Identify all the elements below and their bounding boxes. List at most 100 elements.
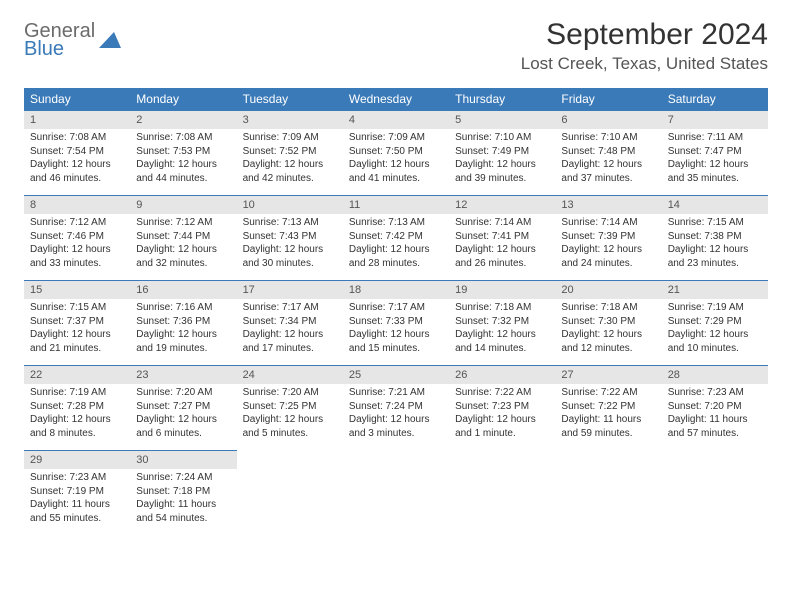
sunset-text: Sunset: 7:32 PM xyxy=(455,315,549,329)
day-number-cell: 28 xyxy=(662,366,768,385)
day-info-cell: Sunrise: 7:12 AMSunset: 7:46 PMDaylight:… xyxy=(24,214,130,281)
logo-text-block: General Blue xyxy=(24,22,95,58)
daylight-text: Daylight: 12 hours and 44 minutes. xyxy=(136,158,230,185)
sunrise-text: Sunrise: 7:12 AM xyxy=(30,216,124,230)
daylight-text: Daylight: 12 hours and 35 minutes. xyxy=(668,158,762,185)
day-info-cell: Sunrise: 7:10 AMSunset: 7:48 PMDaylight:… xyxy=(555,129,661,196)
daylight-text: Daylight: 12 hours and 12 minutes. xyxy=(561,328,655,355)
day-info-cell: Sunrise: 7:19 AMSunset: 7:29 PMDaylight:… xyxy=(662,299,768,366)
sunrise-text: Sunrise: 7:18 AM xyxy=(455,301,549,315)
day-info-cell: Sunrise: 7:17 AMSunset: 7:33 PMDaylight:… xyxy=(343,299,449,366)
sunset-text: Sunset: 7:54 PM xyxy=(30,145,124,159)
daylight-text: Daylight: 12 hours and 24 minutes. xyxy=(561,243,655,270)
sunrise-text: Sunrise: 7:08 AM xyxy=(136,131,230,145)
sunrise-text: Sunrise: 7:21 AM xyxy=(349,386,443,400)
day-info-cell: Sunrise: 7:21 AMSunset: 7:24 PMDaylight:… xyxy=(343,384,449,451)
sunrise-text: Sunrise: 7:16 AM xyxy=(136,301,230,315)
day-info-cell: Sunrise: 7:23 AMSunset: 7:20 PMDaylight:… xyxy=(662,384,768,451)
sunset-text: Sunset: 7:52 PM xyxy=(243,145,337,159)
sunset-text: Sunset: 7:27 PM xyxy=(136,400,230,414)
daylight-text: Daylight: 11 hours and 59 minutes. xyxy=(561,413,655,440)
sunrise-text: Sunrise: 7:17 AM xyxy=(349,301,443,315)
sunrise-text: Sunrise: 7:17 AM xyxy=(243,301,337,315)
day-info-cell: Sunrise: 7:09 AMSunset: 7:52 PMDaylight:… xyxy=(237,129,343,196)
daylight-text: Daylight: 12 hours and 15 minutes. xyxy=(349,328,443,355)
sunrise-text: Sunrise: 7:19 AM xyxy=(30,386,124,400)
day-number-cell: 8 xyxy=(24,196,130,215)
week-info-row: Sunrise: 7:23 AMSunset: 7:19 PMDaylight:… xyxy=(24,469,768,535)
sunset-text: Sunset: 7:46 PM xyxy=(30,230,124,244)
day-info-cell: Sunrise: 7:11 AMSunset: 7:47 PMDaylight:… xyxy=(662,129,768,196)
day-info-cell: Sunrise: 7:14 AMSunset: 7:41 PMDaylight:… xyxy=(449,214,555,281)
logo-triangle-icon xyxy=(99,32,121,48)
header: General Blue September 2024 Lost Creek, … xyxy=(24,18,768,74)
sunset-text: Sunset: 7:37 PM xyxy=(30,315,124,329)
sunrise-text: Sunrise: 7:09 AM xyxy=(243,131,337,145)
daylight-text: Daylight: 12 hours and 21 minutes. xyxy=(30,328,124,355)
sunset-text: Sunset: 7:41 PM xyxy=(455,230,549,244)
day-info-cell: Sunrise: 7:24 AMSunset: 7:18 PMDaylight:… xyxy=(130,469,236,535)
day-number-cell: 10 xyxy=(237,196,343,215)
daylight-text: Daylight: 12 hours and 41 minutes. xyxy=(349,158,443,185)
day-number-cell: 2 xyxy=(130,111,236,130)
daylight-text: Daylight: 11 hours and 55 minutes. xyxy=(30,498,124,525)
daylight-text: Daylight: 12 hours and 39 minutes. xyxy=(455,158,549,185)
day-number-cell xyxy=(449,451,555,470)
sunset-text: Sunset: 7:30 PM xyxy=(561,315,655,329)
sunset-text: Sunset: 7:48 PM xyxy=(561,145,655,159)
day-header-row: Sunday Monday Tuesday Wednesday Thursday… xyxy=(24,88,768,111)
daylight-text: Daylight: 12 hours and 10 minutes. xyxy=(668,328,762,355)
daylight-text: Daylight: 12 hours and 33 minutes. xyxy=(30,243,124,270)
day-number-cell: 15 xyxy=(24,281,130,300)
calendar-table: Sunday Monday Tuesday Wednesday Thursday… xyxy=(24,88,768,535)
daylight-text: Daylight: 12 hours and 28 minutes. xyxy=(349,243,443,270)
day-header: Friday xyxy=(555,88,661,111)
daylight-text: Daylight: 12 hours and 1 minute. xyxy=(455,413,549,440)
daylight-text: Daylight: 12 hours and 8 minutes. xyxy=(30,413,124,440)
sunrise-text: Sunrise: 7:22 AM xyxy=(561,386,655,400)
day-number-cell: 12 xyxy=(449,196,555,215)
day-info-cell xyxy=(343,469,449,535)
sunrise-text: Sunrise: 7:13 AM xyxy=(243,216,337,230)
day-info-cell: Sunrise: 7:09 AMSunset: 7:50 PMDaylight:… xyxy=(343,129,449,196)
sunrise-text: Sunrise: 7:19 AM xyxy=(668,301,762,315)
sunrise-text: Sunrise: 7:14 AM xyxy=(455,216,549,230)
week-info-row: Sunrise: 7:12 AMSunset: 7:46 PMDaylight:… xyxy=(24,214,768,281)
day-number-cell xyxy=(555,451,661,470)
sunset-text: Sunset: 7:25 PM xyxy=(243,400,337,414)
day-info-cell: Sunrise: 7:13 AMSunset: 7:43 PMDaylight:… xyxy=(237,214,343,281)
day-info-cell xyxy=(555,469,661,535)
day-number-cell: 16 xyxy=(130,281,236,300)
sunrise-text: Sunrise: 7:11 AM xyxy=(668,131,762,145)
sunset-text: Sunset: 7:33 PM xyxy=(349,315,443,329)
week-info-row: Sunrise: 7:19 AMSunset: 7:28 PMDaylight:… xyxy=(24,384,768,451)
day-number-cell: 7 xyxy=(662,111,768,130)
day-header: Wednesday xyxy=(343,88,449,111)
daylight-text: Daylight: 12 hours and 5 minutes. xyxy=(243,413,337,440)
daylight-text: Daylight: 12 hours and 19 minutes. xyxy=(136,328,230,355)
logo: General Blue xyxy=(24,22,121,58)
sunrise-text: Sunrise: 7:13 AM xyxy=(349,216,443,230)
sunset-text: Sunset: 7:49 PM xyxy=(455,145,549,159)
day-info-cell: Sunrise: 7:16 AMSunset: 7:36 PMDaylight:… xyxy=(130,299,236,366)
day-number-cell xyxy=(343,451,449,470)
week-info-row: Sunrise: 7:08 AMSunset: 7:54 PMDaylight:… xyxy=(24,129,768,196)
sunset-text: Sunset: 7:50 PM xyxy=(349,145,443,159)
day-info-cell: Sunrise: 7:19 AMSunset: 7:28 PMDaylight:… xyxy=(24,384,130,451)
day-info-cell: Sunrise: 7:23 AMSunset: 7:19 PMDaylight:… xyxy=(24,469,130,535)
day-info-cell: Sunrise: 7:22 AMSunset: 7:22 PMDaylight:… xyxy=(555,384,661,451)
day-number-cell: 24 xyxy=(237,366,343,385)
daylight-text: Daylight: 12 hours and 26 minutes. xyxy=(455,243,549,270)
sunrise-text: Sunrise: 7:20 AM xyxy=(136,386,230,400)
day-number-cell: 25 xyxy=(343,366,449,385)
day-info-cell: Sunrise: 7:12 AMSunset: 7:44 PMDaylight:… xyxy=(130,214,236,281)
sunrise-text: Sunrise: 7:15 AM xyxy=(30,301,124,315)
day-number-cell xyxy=(237,451,343,470)
day-info-cell: Sunrise: 7:17 AMSunset: 7:34 PMDaylight:… xyxy=(237,299,343,366)
daylight-text: Daylight: 12 hours and 42 minutes. xyxy=(243,158,337,185)
month-title: September 2024 xyxy=(521,18,768,52)
daylight-text: Daylight: 12 hours and 3 minutes. xyxy=(349,413,443,440)
location: Lost Creek, Texas, United States xyxy=(521,54,768,74)
day-number-cell: 11 xyxy=(343,196,449,215)
daylight-text: Daylight: 12 hours and 46 minutes. xyxy=(30,158,124,185)
